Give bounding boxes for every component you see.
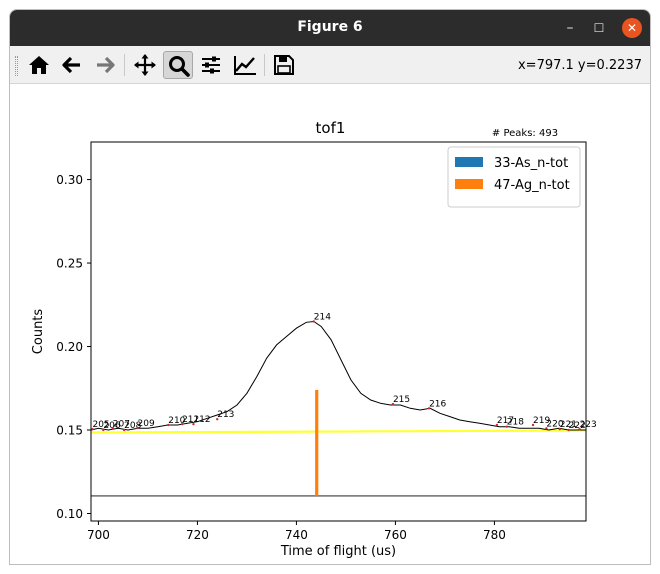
back-button[interactable] [57, 51, 87, 79]
y-tick-label-0.25: 0.25 [56, 257, 83, 271]
chart-title: tof1 [316, 119, 346, 137]
x-tick-label-740: 740 [285, 528, 308, 542]
x-tick-label-780: 780 [483, 528, 506, 542]
zoom-button[interactable] [163, 51, 193, 79]
toolbar-separator [264, 54, 265, 76]
home-icon [29, 56, 49, 74]
peak-label-208: 208 [124, 421, 141, 431]
peak-marker-223 [578, 427, 581, 431]
peak-marker-209 [136, 426, 139, 430]
bar-47-Ag_n-tot [315, 389, 319, 496]
peak-marker-215 [391, 402, 395, 406]
peak-label-206: 206 [103, 421, 120, 431]
arrow-left-icon [62, 56, 80, 74]
subplots-button[interactable] [196, 51, 226, 79]
navigation-toolbar: x=797.1 y=0.2237 [10, 46, 650, 84]
peak-label-214: 214 [314, 312, 331, 322]
peak-marker-220 [545, 427, 548, 430]
x-tick-label-720: 720 [186, 528, 209, 542]
peak-marker-207 [111, 427, 114, 430]
forward-button[interactable] [90, 51, 120, 79]
title-bar: Figure 6 – ☐ ✕ [10, 10, 650, 46]
peak-label-215: 215 [393, 395, 410, 405]
toolbar-grip[interactable] [15, 56, 18, 76]
peak-marker-205 [91, 427, 94, 431]
peak-marker-216 [427, 407, 431, 410]
peak-marker-218 [505, 425, 508, 428]
peak-marker-206 [102, 428, 105, 432]
legend-label-47-Ag_n-tot: 47-Ag_n-tot [494, 178, 570, 193]
peak-label-219: 219 [533, 416, 550, 426]
peak-label-210: 210 [168, 416, 185, 426]
peak-label-220: 220 [546, 419, 563, 429]
y-tick-label-0.1: 0.10 [56, 507, 83, 521]
peak-marker-212 [192, 422, 195, 426]
legend-swatch-47-Ag_n-tot [455, 179, 483, 189]
baseline-line [91, 429, 586, 434]
y-tick-label-0.3: 0.30 [56, 173, 83, 187]
minimize-button[interactable]: – [560, 18, 580, 38]
floppy-disk-icon [274, 55, 294, 75]
edit-axes-button[interactable] [229, 51, 259, 79]
peak-label-211: 211 [182, 415, 199, 425]
peak-marker-208 [122, 428, 126, 432]
legend-swatch-33-As_n-tot [455, 157, 483, 167]
peak-label-212: 212 [193, 415, 210, 425]
close-button[interactable]: ✕ [622, 18, 642, 38]
toolbar-separator [124, 54, 125, 76]
move-icon [134, 54, 156, 76]
pan-button[interactable] [130, 51, 160, 79]
peak-marker-219 [531, 423, 535, 427]
peak-marker-214 [312, 320, 315, 323]
peaks-count-annotation: # Peaks: 493 [492, 128, 558, 139]
peak-marker-217 [495, 423, 499, 427]
legend-label-33-As_n-tot: 33-As_n-tot [494, 156, 568, 171]
save-button[interactable] [269, 51, 299, 79]
cursor-coordinates: x=797.1 y=0.2237 [517, 58, 642, 73]
minimize-icon: – [566, 20, 574, 36]
close-icon: ✕ [626, 21, 638, 35]
figure-canvas[interactable]: 205 206 207 208 209 210 211 212 213 214 215 216 217 2… [10, 85, 650, 565]
x-tick-label-700: 700 [87, 528, 110, 542]
peak-marker-221 [558, 427, 561, 431]
peak-label-221: 221 [560, 420, 577, 430]
window-title: Figure 6 [297, 19, 363, 35]
peak-marker-211 [180, 422, 184, 426]
peak-label-205: 205 [92, 420, 109, 430]
axes-frame [90, 141, 587, 522]
y-axis-label: Counts [31, 309, 46, 355]
x-tick-label-760: 760 [384, 528, 407, 542]
peak-marker-222 [567, 428, 570, 432]
home-button[interactable] [24, 51, 54, 79]
sliders-icon [202, 56, 220, 74]
y-tick-label-0.2: 0.20 [56, 340, 83, 354]
peak-label-218: 218 [507, 418, 524, 428]
peak-label-213: 213 [217, 410, 234, 420]
magnifier-icon [169, 56, 190, 77]
line-chart-icon [234, 56, 256, 75]
figure-window: Figure 6 – ☐ ✕ [9, 9, 651, 565]
peak-label-216: 216 [429, 399, 446, 409]
peak-label-223: 223 [580, 420, 597, 430]
peak-label-222: 222 [569, 421, 586, 431]
maximize-button[interactable]: ☐ [589, 18, 609, 38]
maximize-icon: ☐ [593, 21, 605, 35]
y-tick-label-0.15: 0.15 [56, 424, 83, 438]
x-axis-label: Time of flight (us) [280, 544, 396, 559]
peak-marker-213 [216, 417, 219, 421]
peak-label-217: 217 [497, 416, 514, 426]
peak-marker-210 [167, 423, 170, 427]
spectrum-line [91, 320, 586, 431]
peak-label-207: 207 [113, 419, 130, 429]
peak-label-209: 209 [138, 419, 155, 429]
arrow-right-icon [97, 56, 115, 74]
